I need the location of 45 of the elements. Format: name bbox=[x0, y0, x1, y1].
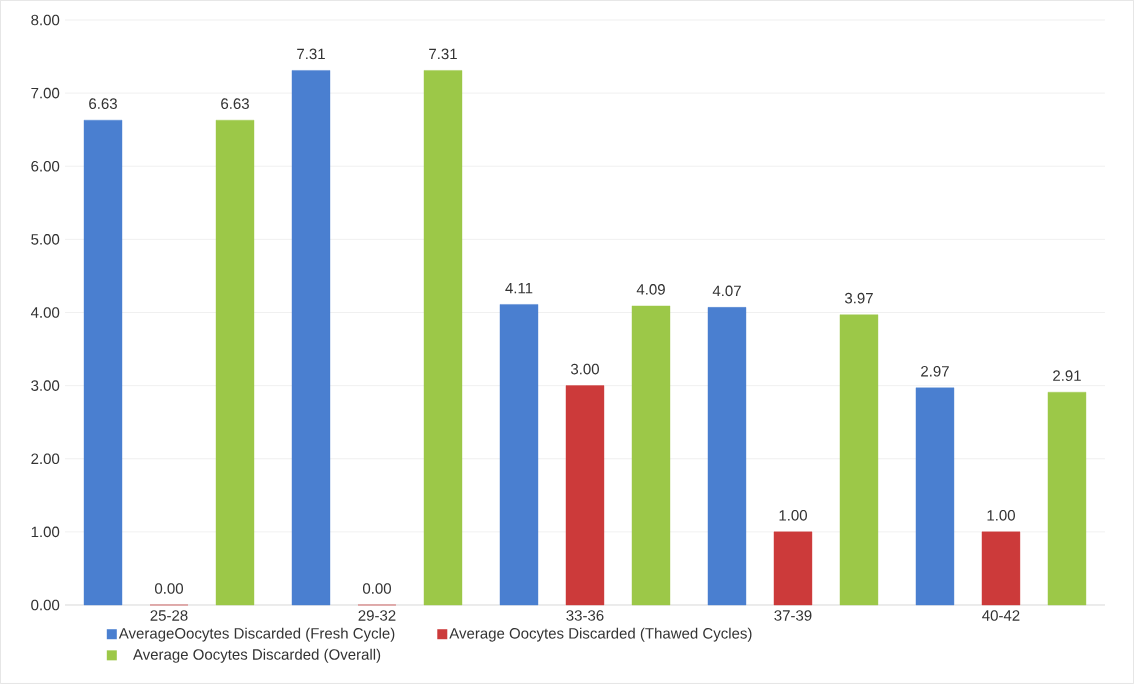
bar bbox=[423, 70, 463, 606]
legend-label: AverageOocytes Discarded (Fresh Cycle) bbox=[118, 627, 395, 642]
y-tick-label: 4.00 bbox=[30, 307, 60, 318]
data-label: 6.63 bbox=[89, 98, 117, 109]
y-tick-label: 7.00 bbox=[31, 87, 60, 99]
legend-label: Average Oocytes Discarded (Overall) bbox=[133, 648, 381, 663]
y-tick-label: 6.00 bbox=[31, 160, 60, 172]
data-label: 3.97 bbox=[844, 292, 873, 304]
bar bbox=[839, 314, 879, 606]
y-tick-label: 3.00 bbox=[31, 380, 60, 391]
bar bbox=[915, 387, 955, 606]
data-label: 7.31 bbox=[297, 48, 325, 60]
bar bbox=[215, 119, 255, 606]
bar bbox=[773, 531, 813, 606]
x-tick-label: 29-32 bbox=[358, 610, 396, 621]
x-tick-label: 25-28 bbox=[150, 610, 188, 621]
data-label: 6.63 bbox=[221, 98, 249, 109]
data-label: 4.09 bbox=[636, 284, 665, 295]
bar bbox=[1047, 391, 1087, 606]
data-label: 0.00 bbox=[362, 583, 391, 594]
data-label: 1.00 bbox=[987, 510, 1015, 521]
bar bbox=[707, 307, 747, 606]
data-label: 7.31 bbox=[429, 48, 457, 60]
bar bbox=[83, 119, 123, 606]
y-tick-label: 0.00 bbox=[31, 599, 60, 611]
y-tick-label: 5.00 bbox=[31, 234, 60, 245]
x-tick-label: 37-39 bbox=[774, 610, 812, 621]
x-tick-label: 33-36 bbox=[566, 610, 604, 621]
y-tick-label: 1.00 bbox=[31, 526, 60, 538]
y-tick-label: 2.00 bbox=[31, 453, 60, 465]
bar bbox=[291, 70, 331, 606]
data-label: 2.97 bbox=[921, 365, 949, 377]
bar bbox=[981, 531, 1021, 606]
data-label: 4.07 bbox=[712, 285, 741, 297]
data-label: 4.11 bbox=[505, 282, 533, 294]
data-label: 0.00 bbox=[154, 583, 184, 594]
bar bbox=[499, 304, 539, 606]
data-label: 2.91 bbox=[1053, 370, 1081, 381]
x-tick-label: 40-42 bbox=[982, 610, 1020, 621]
bar bbox=[565, 385, 605, 606]
bar bbox=[631, 305, 671, 606]
legend-label: Average Oocytes Discarded (Thawed Cycles) bbox=[449, 627, 752, 642]
y-tick-label: 8.00 bbox=[31, 14, 60, 26]
data-label: 3.00 bbox=[570, 363, 599, 375]
data-label: 1.00 bbox=[779, 510, 807, 521]
